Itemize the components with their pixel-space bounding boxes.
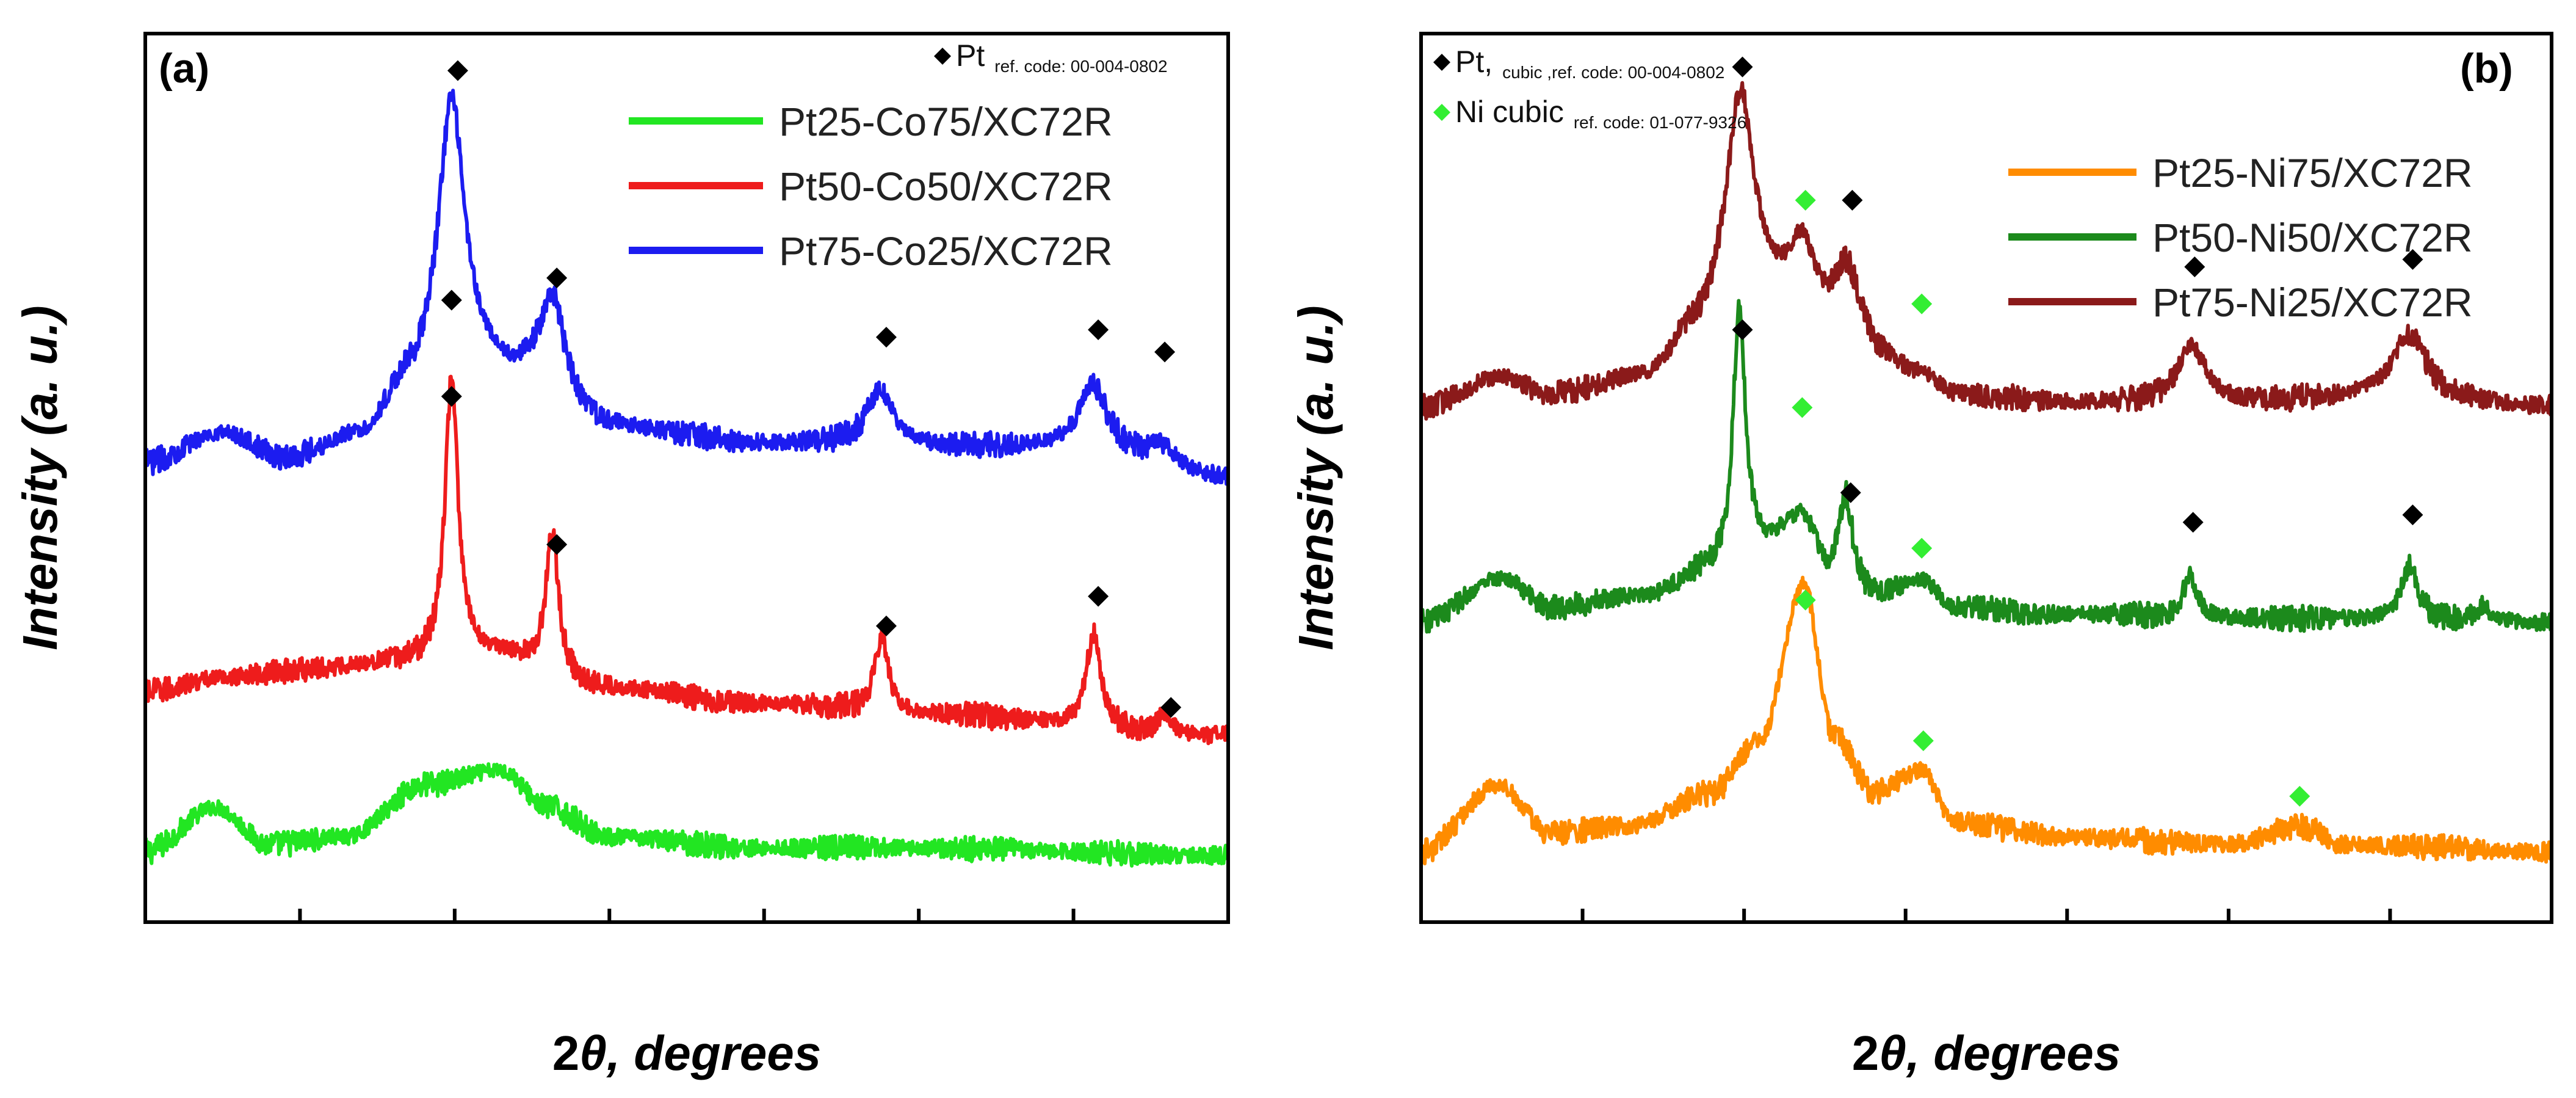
pt-reflection-marker bbox=[875, 616, 897, 636]
reference-legend-label: Ni cubic bbox=[1455, 95, 1564, 129]
y-axis-label: Intensity (a. u.) bbox=[1289, 305, 1343, 650]
y-axis-label: Intensity (a. u.) bbox=[13, 305, 67, 650]
panel-a: 2θ, degrees Intensity (a. u.) (a) Pt ref. co… bbox=[13, 32, 1230, 1080]
ni-reflection-marker bbox=[1911, 293, 1933, 314]
pt-reflection-marker bbox=[441, 289, 462, 311]
reference-legend-label: Pt bbox=[956, 38, 985, 73]
pt-reflection-marker bbox=[875, 327, 897, 348]
legend-entry: Pt75-Ni25/XC72R bbox=[2152, 280, 2473, 325]
panel-b: 2θ, degrees Intensity (a. u.) (b) Pt, cubic … bbox=[1289, 32, 2553, 1080]
pt-reflection-marker bbox=[1732, 319, 1753, 340]
pt-reflection-marker bbox=[1088, 319, 1109, 340]
pt-reflection-marker bbox=[546, 534, 568, 555]
x-axis-label-theta: θ bbox=[579, 1026, 607, 1080]
ni-reflection-marker bbox=[1795, 589, 1816, 611]
series-line-pt25-ni75-xc72r bbox=[1419, 575, 2553, 865]
series-line-pt75-ni25-xc72r bbox=[1419, 81, 2553, 421]
x-axis-label: 2θ, degrees bbox=[1852, 1026, 2121, 1080]
ni-reflection-marker bbox=[2289, 785, 2310, 807]
series-line-pt25-co75-xc72r bbox=[143, 762, 1230, 868]
x-axis-label-unit: , degrees bbox=[1906, 1026, 2121, 1080]
pt-reflection-marker bbox=[447, 60, 468, 81]
x-axis-label-unit: , degrees bbox=[606, 1026, 821, 1080]
pt-reflection-marker bbox=[2184, 256, 2205, 277]
pt-reflection-marker bbox=[2402, 504, 2423, 526]
pt-reflection-marker bbox=[2182, 512, 2204, 533]
pt-reflection-marker bbox=[2402, 249, 2423, 270]
x-axis-label-number: 2 bbox=[1852, 1026, 1880, 1080]
legend-entry: Pt50-Co50/XC72R bbox=[779, 164, 1113, 209]
panel-label: (b) bbox=[2460, 45, 2513, 92]
legend-entry: Pt25-Ni75/XC72R bbox=[2152, 150, 2473, 195]
pt-reflection-marker bbox=[1842, 189, 1863, 211]
ni-reflection-marker bbox=[1911, 537, 1933, 559]
reference-legend-code: ref. code: 00-004-0802 bbox=[994, 57, 1167, 76]
pt-reflection-marker bbox=[1732, 56, 1753, 78]
pt-reflection-marker bbox=[1840, 482, 1861, 503]
series-line-pt75-co25-xc72r bbox=[143, 89, 1229, 486]
ni-reflection-marker bbox=[1792, 397, 1813, 418]
ni-reflection-marker bbox=[1912, 730, 1934, 751]
pt-reflection-marker bbox=[546, 267, 568, 289]
reference-legend-marker bbox=[1433, 54, 1450, 71]
pt-reflection-marker bbox=[1088, 586, 1109, 607]
reference-legend-code: cubic ,ref. code: 00-004-0802 bbox=[1502, 63, 1724, 82]
reference-legend-label: Pt, bbox=[1455, 45, 1492, 79]
legend-entry: Pt50-Ni50/XC72R bbox=[2152, 215, 2473, 260]
legend-entry: Pt75-Co25/XC72R bbox=[779, 228, 1113, 274]
plot-frame bbox=[143, 32, 1230, 924]
plot-frame bbox=[1419, 32, 2553, 924]
reference-legend-marker bbox=[934, 48, 951, 65]
x-axis-label-number: 2 bbox=[552, 1026, 580, 1080]
reference-legend-marker bbox=[1433, 104, 1450, 121]
legend-entry: Pt25-Co75/XC72R bbox=[779, 99, 1113, 144]
ni-reflection-marker bbox=[1795, 189, 1816, 211]
pt-reflection-marker bbox=[441, 386, 462, 407]
pt-reflection-marker bbox=[1160, 697, 1182, 718]
x-axis-label-theta: θ bbox=[1879, 1026, 1906, 1080]
series-line-pt50-co50-xc72r bbox=[143, 374, 1230, 746]
panel-label: (a) bbox=[159, 45, 209, 92]
reference-legend-code: ref. code: 01-077-9326 bbox=[1574, 113, 1746, 132]
series-line-pt50-ni50-xc72r bbox=[1419, 299, 2553, 634]
pt-reflection-marker bbox=[1154, 341, 1176, 363]
x-axis-label: 2θ, degrees bbox=[552, 1026, 821, 1080]
